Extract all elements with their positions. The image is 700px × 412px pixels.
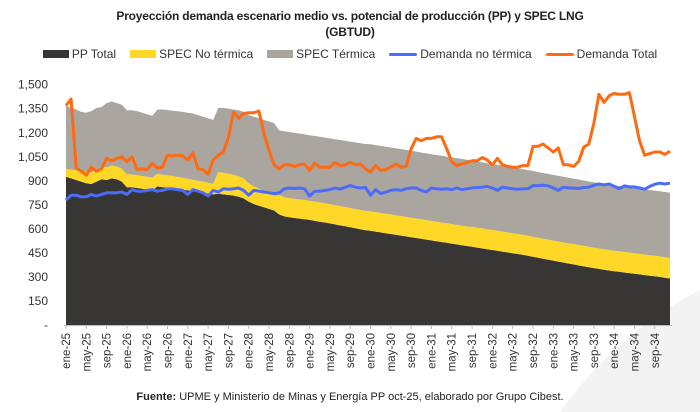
x-tick-label: sep-34 (650, 332, 662, 368)
y-tick-label: 1,200 (18, 126, 48, 140)
legend-item-demanda-no-termica: Demanda no térmica (389, 47, 532, 61)
source-text: UPME y Ministerio de Minas y Energía PP … (176, 391, 564, 403)
y-tick-label: 1,350 (18, 102, 48, 116)
x-tick-label: sep-33 (589, 333, 601, 368)
x-tick-label: sep-25 (102, 333, 114, 368)
x-tick-label: may-34 (629, 332, 641, 371)
y-tick-label: 600 (28, 222, 48, 236)
legend-item-spec-no-termica: SPEC No térmica (130, 47, 253, 61)
legend-item-pp-total: PP Total (42, 47, 117, 61)
area-spec-t-rmica (66, 101, 670, 258)
x-tick-label: sep-28 (284, 333, 296, 368)
chart-subtitle: (GBTUD) (325, 25, 375, 39)
y-tick-label: 150 (28, 294, 48, 308)
x-tick-label: ene-25 (61, 333, 73, 369)
area-spec-no-t-rmica (66, 165, 670, 279)
y-tick-label: 750 (28, 198, 48, 212)
x-tick-label: ene-29 (305, 333, 317, 369)
x-tick-label: ene-32 (487, 333, 499, 369)
chart-title: Proyección demanda escenario medio vs. p… (116, 9, 584, 23)
legend-swatch (42, 50, 69, 58)
line-demanda-no-t-rmica (64, 181, 671, 202)
legend-label: PP Total (71, 47, 117, 61)
y-tick-label: 450 (28, 246, 48, 260)
x-tick-label: ene-34 (609, 332, 621, 368)
source-note: Fuente: UPME y Ministerio de Minas y Ene… (0, 391, 700, 403)
x-tick-label: sep-27 (223, 333, 235, 368)
x-tick-label: sep-29 (345, 333, 357, 368)
legend-label: SPEC Térmica (296, 47, 376, 61)
x-tick-label: ene-28 (244, 333, 256, 369)
source-label: Fuente: (136, 391, 177, 403)
x-tick-label: may-31 (447, 333, 459, 371)
legend-swatch (267, 50, 294, 58)
y-tick-label: 1,500 (18, 78, 48, 92)
legend-item-spec-termica: SPEC Térmica (267, 47, 375, 61)
x-tick-label: sep-30 (406, 333, 418, 368)
x-tick-label: ene-33 (548, 333, 560, 369)
area-pp-total (66, 176, 670, 325)
legend-swatch (130, 50, 157, 58)
x-tick-label: sep-31 (467, 333, 479, 368)
y-tick-label: 900 (28, 174, 48, 188)
legend-item-demanda-total: Demanda Total (545, 47, 658, 61)
x-tick-label: ene-30 (366, 333, 378, 369)
legend-label: SPEC No térmica (159, 47, 254, 61)
x-tick-label: may-26 (142, 333, 154, 371)
legend-label: Demanda no térmica (420, 47, 532, 61)
x-tick-label: may-25 (81, 333, 93, 371)
x-tick-label: may-32 (508, 333, 520, 371)
x-tick-label: may-29 (325, 333, 337, 371)
x-tick-label: ene-26 (122, 333, 134, 369)
x-tick-label: may-27 (203, 333, 215, 371)
x-tick-label: may-28 (264, 333, 276, 371)
x-tick-label: may-33 (569, 333, 581, 371)
legend: PP Total SPEC No térmica SPEC Térmica De… (0, 47, 700, 61)
legend-swatch (545, 52, 574, 56)
x-tick-label: may-30 (386, 333, 398, 371)
x-tick-label: ene-27 (183, 333, 195, 369)
legend-swatch (389, 52, 418, 56)
x-tick-label: sep-32 (528, 333, 540, 368)
x-tick-label: ene-31 (426, 333, 438, 369)
y-tick-label: 300 (28, 270, 48, 284)
y-tick-label: 1,050 (18, 150, 48, 164)
line-demanda-total (64, 91, 671, 177)
y-tick-label: - (44, 318, 48, 332)
x-tick-label: sep-26 (163, 333, 175, 368)
legend-label: Demanda Total (576, 47, 658, 61)
